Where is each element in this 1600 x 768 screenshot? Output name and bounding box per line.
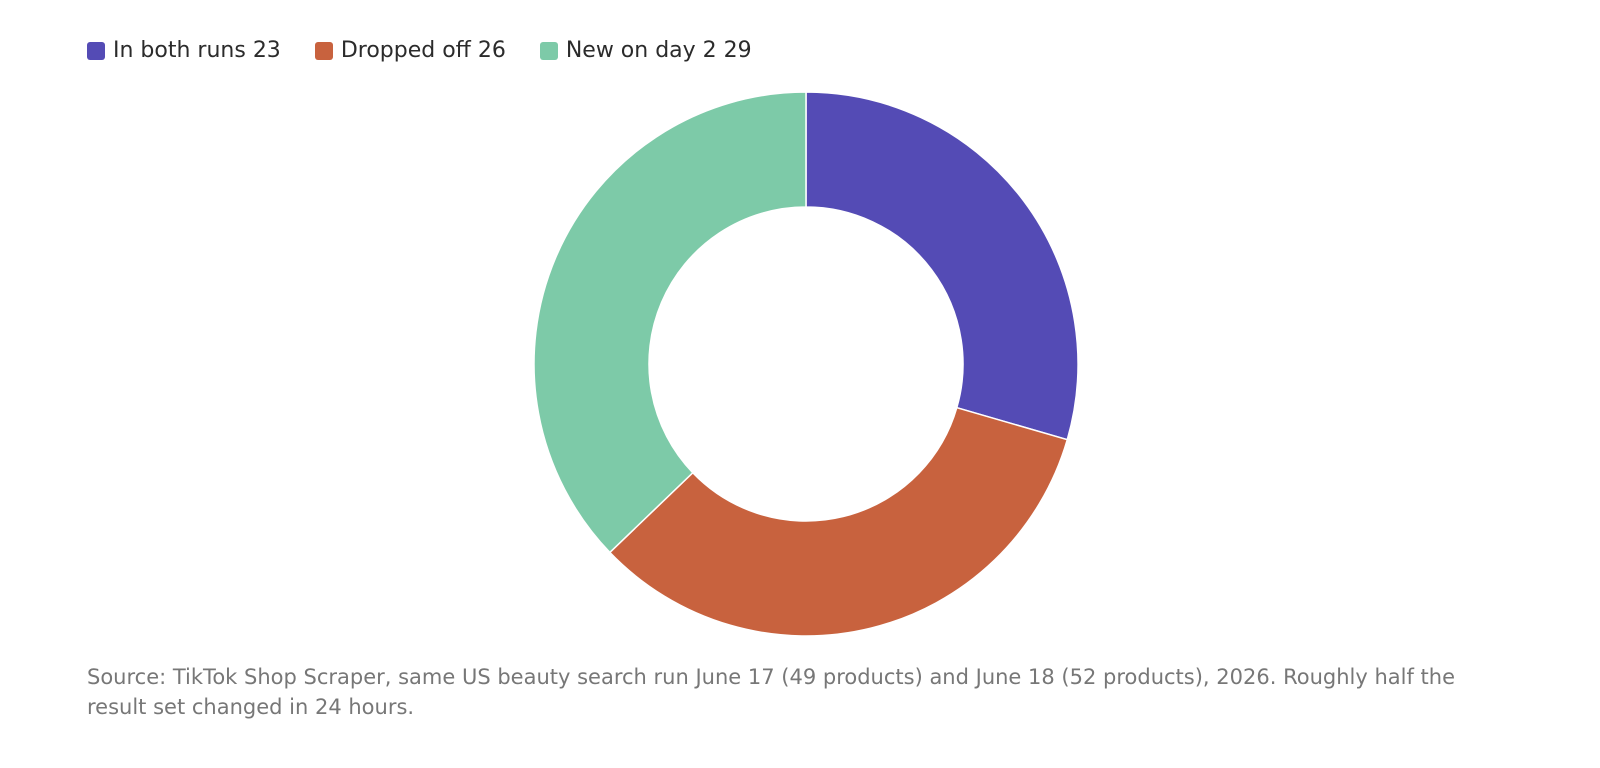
- legend-value: 29: [723, 38, 752, 63]
- legend-swatch: [539, 41, 558, 60]
- legend-swatch: [314, 41, 333, 60]
- donut-segment: [608, 406, 1069, 637]
- legend-name: In both runs: [113, 38, 246, 63]
- legend-value: 26: [477, 38, 506, 63]
- legend-item: Dropped off 26: [314, 38, 506, 63]
- legend-value: 23: [252, 38, 281, 63]
- legend-item: New on day 2 29: [539, 38, 752, 63]
- legend: In both runs 23 Dropped off 26 New on day …: [87, 38, 752, 63]
- legend-name: New on day 2: [565, 38, 717, 63]
- caption: Source: TikTok Shop Scraper, same US bea…: [87, 665, 1455, 719]
- legend-name: Dropped off: [340, 38, 471, 63]
- donut-segment: [533, 91, 807, 554]
- legend-item: In both runs 23: [87, 38, 281, 63]
- legend-label: In both runs 23: [113, 38, 281, 63]
- donut-segment: [805, 91, 1079, 441]
- legend-label: New on day 2 29: [566, 38, 752, 63]
- legend-label: Dropped off 26: [341, 38, 506, 63]
- legend-swatch: [87, 41, 105, 60]
